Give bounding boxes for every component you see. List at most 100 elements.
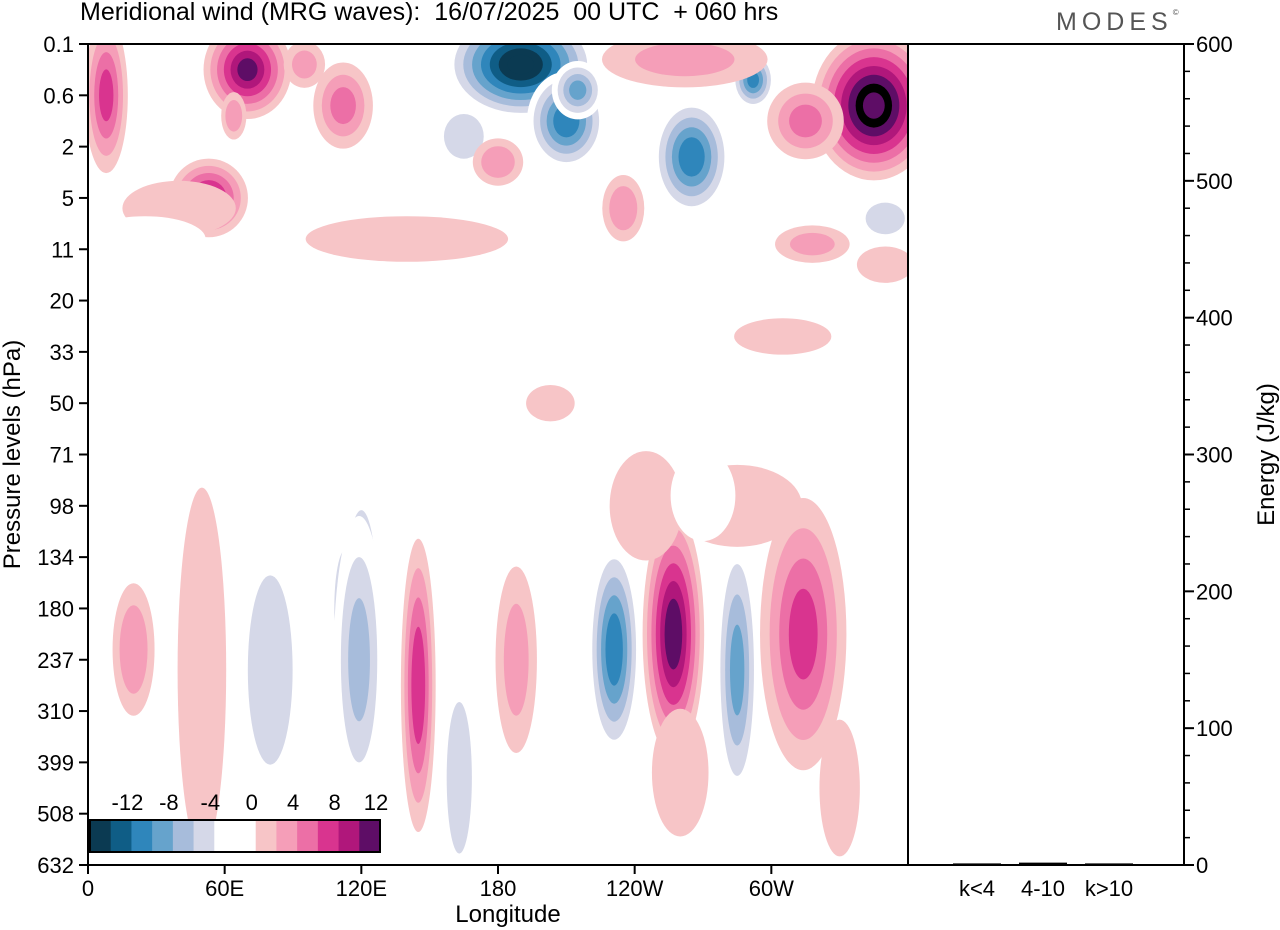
energy-tick-label: 200 — [1196, 579, 1233, 604]
energy-tick-label: 100 — [1196, 716, 1233, 741]
contour-region — [651, 708, 709, 837]
contour-region — [734, 318, 832, 355]
y-tick-label: 33 — [50, 340, 74, 365]
x-tick-label: 60W — [749, 876, 794, 901]
x-tick-label: 120E — [336, 876, 387, 901]
brand-text: MODES — [1056, 8, 1173, 36]
contour-region — [635, 44, 735, 77]
contour-region — [789, 104, 822, 138]
contour-region — [237, 58, 258, 82]
contour-region — [819, 719, 860, 857]
contour-region — [605, 613, 623, 686]
colorbar-label: 8 — [328, 790, 340, 815]
energy-axis-title: Energy (J/kg) — [1253, 383, 1280, 526]
brand-mark: © — [1172, 8, 1179, 17]
contour-field — [88, 44, 908, 865]
colorbar-frame — [89, 819, 381, 853]
contour-region — [862, 92, 885, 119]
colorbar: -12 -8 -4 0 4 8 12 — [89, 790, 388, 853]
x-tick-label: 60E — [205, 876, 244, 901]
contour-region — [99, 69, 114, 122]
energy-tick-label: 400 — [1196, 306, 1233, 331]
y-tick-label: 508 — [37, 802, 74, 827]
contour-region — [443, 113, 484, 159]
colorbar-label: 0 — [246, 790, 258, 815]
energy-category-label: 4-10 — [1021, 876, 1065, 901]
energy-category-label: k<4 — [959, 876, 995, 901]
contour-region — [446, 701, 472, 854]
chart-title: Meridional wind (MRG waves): 16/07/2025 … — [80, 0, 779, 26]
y-tick-label: 237 — [37, 648, 74, 673]
colorbar-label: 4 — [287, 790, 299, 815]
contour-region — [526, 384, 575, 422]
x-tick-label: 180 — [480, 876, 517, 901]
colorbar-label: 12 — [364, 790, 388, 815]
contour-region — [88, 216, 206, 262]
colorbar-swatch — [214, 820, 236, 852]
y-tick-label: 20 — [50, 289, 74, 314]
energy-tick-label: 600 — [1196, 32, 1233, 57]
colorbar-swatch — [235, 820, 257, 852]
contour-region — [865, 202, 905, 235]
axes-layer: 0.1 0.6 2 5 11 20 33 50 71 98 134 180 237 310 399 508 63… — [0, 32, 794, 928]
y-tick-label: 0.6 — [43, 83, 74, 108]
contour-region — [305, 216, 509, 262]
contour-region — [503, 603, 529, 716]
y-tick-label: 2 — [62, 135, 74, 160]
y-tick-label: 0.1 — [43, 32, 74, 57]
contour-region — [789, 232, 835, 256]
y-tick-label: 134 — [37, 545, 74, 570]
x-axis-title: Longitude — [455, 901, 560, 928]
contour-region — [247, 575, 293, 765]
y-tick-label: 632 — [37, 853, 74, 878]
energy-tick-label: 300 — [1196, 443, 1233, 468]
colorbar-swatch — [255, 820, 277, 852]
energy-bar — [1085, 863, 1133, 865]
contour-region — [609, 451, 683, 561]
colorbar-swatch — [297, 820, 319, 852]
brand-logo: MODES© — [1056, 8, 1179, 37]
contour-region — [670, 449, 736, 542]
contour-region — [411, 626, 426, 745]
colorbar-label: -12 — [112, 790, 144, 815]
x-tick-label: 120W — [606, 876, 664, 901]
colorbar-label: -8 — [159, 790, 179, 815]
y-tick-label: 50 — [50, 391, 74, 416]
y-tick-label: 71 — [50, 443, 74, 468]
contour-region — [788, 588, 818, 680]
colorbar-swatch — [131, 820, 153, 852]
colorbar-swatch — [276, 820, 298, 852]
energy-plot-frame — [907, 43, 1185, 866]
y-tick-label: 399 — [37, 750, 74, 775]
contour-region — [542, 241, 705, 288]
colorbar-swatch — [110, 820, 132, 852]
colorbar-label: -4 — [201, 790, 221, 815]
x-tick-label: 0 — [82, 876, 94, 901]
contour-region — [177, 487, 227, 853]
y-tick-label: 180 — [37, 596, 74, 621]
contour-region — [119, 605, 148, 694]
y-tick-label: 5 — [62, 186, 74, 211]
y-axis-title: Pressure levels (hPa) — [0, 340, 26, 569]
energy-category-label: k>10 — [1085, 876, 1133, 901]
contour-region — [569, 80, 587, 100]
energy-layer: 0 100 200 300 400 500 600 Energy (J/kg) k<4 4-10 k… — [953, 32, 1280, 901]
contour-region — [729, 624, 745, 716]
contour-region — [664, 598, 683, 670]
colorbar-swatch — [90, 820, 112, 852]
colorbar-swatch — [359, 820, 381, 852]
colorbar-swatch — [317, 820, 340, 852]
contour-region — [609, 186, 638, 231]
contour-region — [678, 137, 705, 177]
energy-tick-label: 500 — [1196, 169, 1233, 194]
y-tick-label: 11 — [51, 237, 74, 262]
contour-region — [225, 100, 243, 132]
contour-region — [507, 54, 535, 75]
contour-region — [291, 50, 317, 79]
energy-bar — [953, 863, 1001, 865]
y-tick-label: 310 — [37, 699, 74, 724]
contour-region — [481, 146, 515, 178]
colorbar-swatch — [193, 820, 215, 852]
contour-region — [861, 477, 886, 843]
contour-region — [856, 246, 908, 283]
